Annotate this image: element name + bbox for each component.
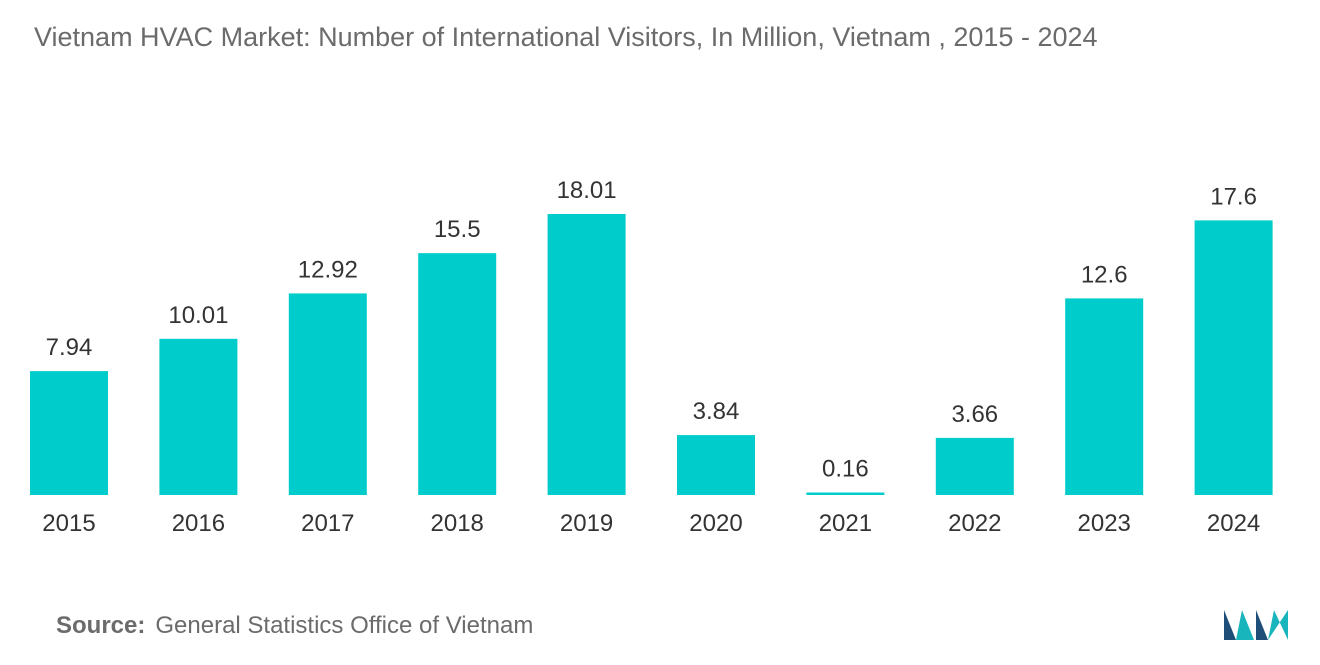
bar-2016 [159, 338, 238, 495]
source-note: Source: General Statistics Office of Viet… [56, 612, 533, 640]
value-label-2019: 18.01 [557, 177, 617, 204]
source-label: Source: [56, 612, 146, 639]
logo-shape-right [1268, 610, 1288, 640]
value-label-2020: 3.84 [693, 398, 740, 425]
bar-2015 [30, 371, 108, 495]
bar-2020 [677, 435, 755, 495]
bar-2017 [288, 293, 367, 495]
chart-title: Vietnam HVAC Market: Number of Internati… [34, 22, 1098, 52]
bar-2018 [418, 253, 497, 495]
value-labels-group: 7.94 10.01 12.92 15.5 18.01 3.84 0.16 3.66 12.6 1… [46, 177, 1257, 483]
value-label-2021: 0.16 [822, 456, 869, 483]
bars-group [30, 214, 1273, 495]
source-text: General Statistics Office of Vietnam [155, 612, 534, 639]
bar-2019 [547, 214, 626, 495]
category-label-2022: 2022 [948, 510, 1001, 537]
bar-2022 [935, 437, 1014, 495]
bar-2024 [1194, 220, 1273, 495]
value-label-2023: 12.6 [1081, 261, 1128, 288]
value-label-2022: 3.66 [951, 401, 998, 428]
category-label-2021: 2021 [819, 510, 872, 537]
value-label-2016: 10.01 [168, 302, 228, 329]
value-label-2015: 7.94 [46, 334, 93, 361]
category-label-2018: 2018 [431, 510, 484, 537]
value-label-2017: 12.92 [298, 256, 358, 283]
mordor-intelligence-logo-icon [1224, 610, 1288, 640]
bar-chart: 7.94 10.01 12.92 15.5 18.01 3.84 0.16 3.66 12.6 1… [30, 177, 1273, 537]
category-label-2016: 2016 [172, 510, 225, 537]
category-label-2024: 2024 [1207, 510, 1260, 537]
category-label-2017: 2017 [301, 510, 354, 537]
category-label-2015: 2015 [42, 510, 95, 537]
bar-2021 [806, 492, 885, 495]
value-label-2018: 15.5 [434, 216, 481, 243]
category-labels-group: 2015 2016 2017 2018 2019 2020 2021 2022 2023 2024 [42, 510, 1260, 537]
category-label-2019: 2019 [560, 510, 613, 537]
logo-shape-mid [1236, 610, 1254, 640]
value-label-2024: 17.6 [1210, 183, 1257, 210]
category-label-2023: 2023 [1078, 510, 1131, 537]
category-label-2020: 2020 [689, 510, 742, 537]
bar-2023 [1065, 298, 1144, 495]
logo-shape-mid2 [1256, 610, 1268, 640]
logo-shape-left [1224, 610, 1236, 640]
